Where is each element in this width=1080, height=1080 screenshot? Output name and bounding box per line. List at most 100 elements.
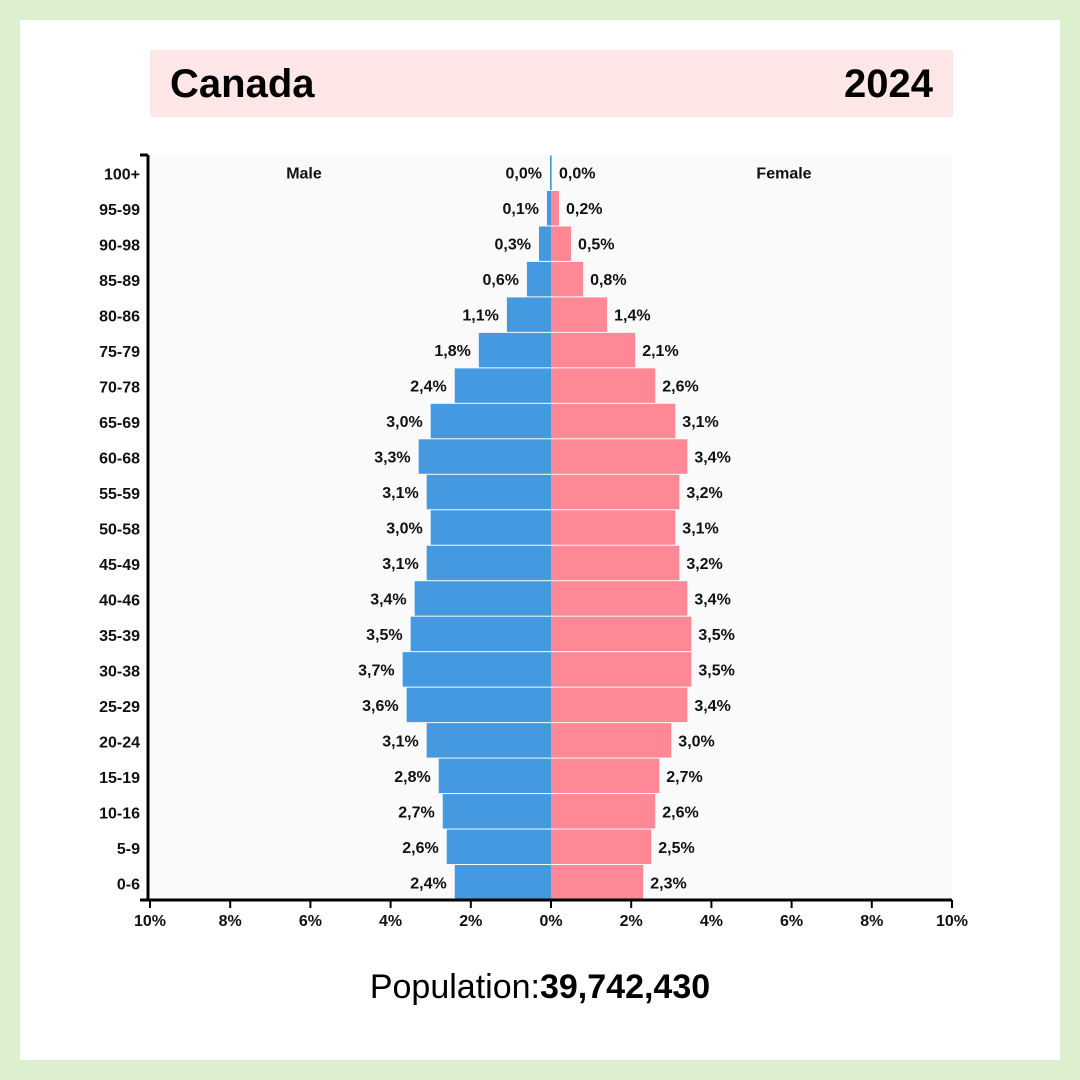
female-value-label: 3,5% [698,627,734,644]
female-bar-0-6 [551,865,644,900]
male-bar-35-39 [410,616,551,652]
male-bar-50-58 [430,510,551,545]
male-value-label: 3,0% [386,414,422,431]
male-bar-65-69 [430,403,551,439]
female-value-label: 0,5% [578,237,614,254]
male-bar-90-98 [538,226,551,261]
female-value-label: 2,6% [662,379,698,396]
female-value-label: 3,4% [694,591,730,608]
female-bar-45-49 [551,545,680,581]
female-value-label: 0,0% [559,166,595,183]
male-value-label: 3,1% [382,556,418,573]
male-bar-40-46 [414,581,551,616]
age-group-label: 55-59 [99,486,140,503]
male-value-label: 2,4% [410,875,446,892]
age-group-label: 35-39 [99,628,140,645]
population-label: Population: [369,968,540,1006]
female-bar-20-24 [551,723,672,758]
male-bar-75-79 [478,332,551,368]
age-group-label: 65-69 [99,415,140,432]
male-value-label: 3,7% [358,662,394,679]
age-group-label: 15-19 [99,770,140,787]
female-bar-15-19 [551,758,660,794]
male-bar-10-16 [442,794,551,829]
male-bar-45-49 [426,545,551,581]
country-title: Canada [170,62,315,106]
female-value-label: 2,3% [650,875,686,892]
male-value-label: 3,1% [382,485,418,502]
year-title: 2024 [844,62,933,106]
age-group-label: 50-58 [99,522,140,539]
female-value-label: 3,0% [678,733,714,750]
age-group-label: 5-9 [117,841,140,858]
male-bar-15-19 [438,758,551,794]
male-value-label: 2,8% [394,769,430,786]
male-bar-85-89 [526,261,551,297]
male-bar-20-24 [426,723,551,758]
female-value-label: 3,1% [682,414,718,431]
x-tick-label: 2% [459,913,482,930]
male-value-label: 1,1% [462,308,498,325]
age-group-label: 30-38 [99,663,140,680]
male-value-label: 3,3% [374,450,410,467]
age-group-label: 75-79 [99,344,140,361]
x-tick-label: 8% [860,913,883,930]
male-bar-55-59 [426,474,551,510]
female-bar-60-68 [551,439,688,474]
female-bar-95-99 [551,190,560,226]
age-group-label: 20-24 [99,734,140,751]
x-tick-label: 8% [219,913,242,930]
female-bar-10-16 [551,794,656,829]
female-bar-25-29 [551,687,688,723]
male-value-label: 3,0% [386,521,422,538]
female-bar-70-78 [551,368,656,403]
female-bar-65-69 [551,403,676,439]
age-group-label: 45-49 [99,557,140,574]
male-bar-100+ [550,155,551,190]
male-value-label: 3,5% [366,627,402,644]
female-bar-55-59 [551,474,680,510]
male-bar-70-78 [454,368,551,403]
female-value-label: 2,6% [662,804,698,821]
female-value-label: 0,8% [590,272,626,289]
age-group-label: 0-6 [117,876,140,893]
female-bar-85-89 [551,261,584,297]
female-bar-50-58 [551,510,676,545]
male-bar-0-6 [454,865,551,900]
male-bar-5-9 [446,829,551,865]
legend-male: Male [286,166,322,183]
age-group-label: 10-16 [99,805,140,822]
legend-female: Female [756,166,811,183]
age-group-label: 100+ [104,167,140,184]
male-bar-95-99 [546,190,551,226]
male-value-label: 2,7% [398,804,434,821]
x-tick-label: 2% [620,913,643,930]
age-group-label: 95-99 [99,202,140,219]
male-value-label: 0,3% [495,237,531,254]
female-value-label: 3,1% [682,521,718,538]
female-bar-75-79 [551,332,636,368]
male-value-label: 0,1% [503,201,539,218]
male-value-label: 2,4% [410,379,446,396]
female-bar-5-9 [551,829,652,865]
x-tick-label: 6% [780,913,803,930]
x-tick-label: 6% [299,913,322,930]
age-group-label: 90-98 [99,238,140,255]
age-group-label: 85-89 [99,273,140,290]
x-tick-label: 4% [700,913,723,930]
male-value-label: 0,6% [482,272,518,289]
population-value: 39,742,430 [539,968,711,1006]
male-bar-60-68 [418,439,551,474]
age-group-label: 40-46 [99,592,140,609]
male-value-label: 0,0% [506,166,542,183]
x-tick-label: 4% [379,913,402,930]
age-group-label: 70-78 [99,380,140,397]
x-tick-label: 0% [539,913,562,930]
female-value-label: 1,4% [614,308,650,325]
female-value-label: 3,2% [686,485,722,502]
population-footer: Population:39,742,430 [0,968,1080,1007]
age-group-label: 60-68 [99,451,140,468]
age-group-label: 25-29 [99,699,140,716]
male-bar-30-38 [402,652,551,687]
